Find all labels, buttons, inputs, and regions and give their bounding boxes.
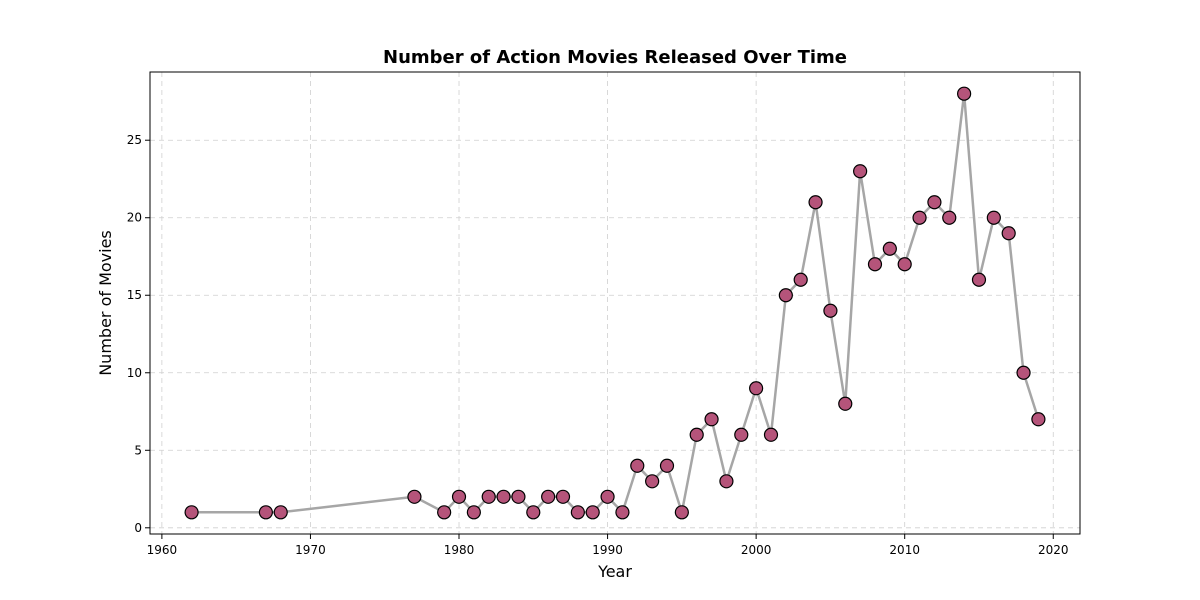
data-point [882, 241, 897, 256]
x-tick-label: 1980 [444, 543, 475, 557]
data-point [927, 195, 942, 210]
data-point [585, 505, 600, 520]
x-tick-label: 2000 [741, 543, 772, 557]
y-tick-label: 15 [127, 288, 142, 302]
data-point [986, 210, 1001, 225]
data-point [437, 505, 452, 520]
data-point [912, 210, 927, 225]
y-tick-label: 25 [127, 133, 142, 147]
x-tick-label: 2020 [1038, 543, 1069, 557]
chart-title: Number of Action Movies Released Over Ti… [383, 47, 847, 68]
data-point [719, 474, 734, 489]
x-tick-label: 2010 [889, 543, 920, 557]
data-point [555, 489, 571, 504]
data-point [570, 505, 585, 520]
x-tick-label: 1970 [295, 543, 326, 557]
y-tick-label: 5 [134, 443, 142, 457]
y-axis: 0 5 10 15 20 25 [127, 133, 150, 535]
data-point [659, 458, 675, 473]
plot-frame [149, 71, 1081, 535]
data-point [451, 489, 467, 504]
data-point [808, 195, 823, 210]
data-point [526, 505, 541, 520]
x-axis: 1960 1970 1980 1990 2000 2010 2020 [147, 534, 1069, 557]
data-point [763, 427, 779, 442]
y-tick-label: 10 [127, 366, 142, 380]
data-point [645, 474, 660, 489]
data-point [689, 427, 704, 442]
data-point [838, 396, 853, 411]
data-point [957, 86, 972, 101]
data-point [1016, 365, 1031, 380]
data-point [1001, 226, 1016, 241]
series-line [191, 92, 1040, 514]
y-tick-label: 0 [134, 521, 142, 535]
data-point [511, 489, 526, 504]
data-point [496, 489, 511, 504]
x-tick-label: 1960 [147, 543, 178, 557]
data-point [942, 210, 957, 225]
data-point [704, 412, 719, 427]
data-point [407, 489, 422, 504]
data-point [867, 257, 883, 272]
data-point [481, 489, 496, 504]
data-point [793, 272, 808, 287]
data-point [615, 505, 630, 520]
data-points [184, 86, 1046, 520]
data-point [897, 257, 912, 272]
x-axis-label: Year [597, 562, 632, 581]
data-point [674, 505, 689, 520]
data-point [466, 505, 481, 520]
data-point [734, 427, 749, 442]
data-point [778, 288, 793, 303]
y-tick-label: 20 [127, 211, 142, 225]
data-point [541, 489, 556, 504]
data-point [749, 381, 764, 396]
grid [150, 72, 1080, 534]
data-point [1031, 412, 1046, 427]
data-point [184, 505, 199, 520]
data-point [971, 272, 987, 287]
data-point [600, 489, 615, 504]
data-point [258, 505, 273, 520]
data-point [630, 458, 645, 473]
data-point [273, 505, 288, 520]
data-point [823, 303, 838, 318]
x-tick-label: 1990 [592, 543, 623, 557]
data-point [853, 164, 868, 179]
y-axis-label: Number of Movies [96, 230, 115, 376]
